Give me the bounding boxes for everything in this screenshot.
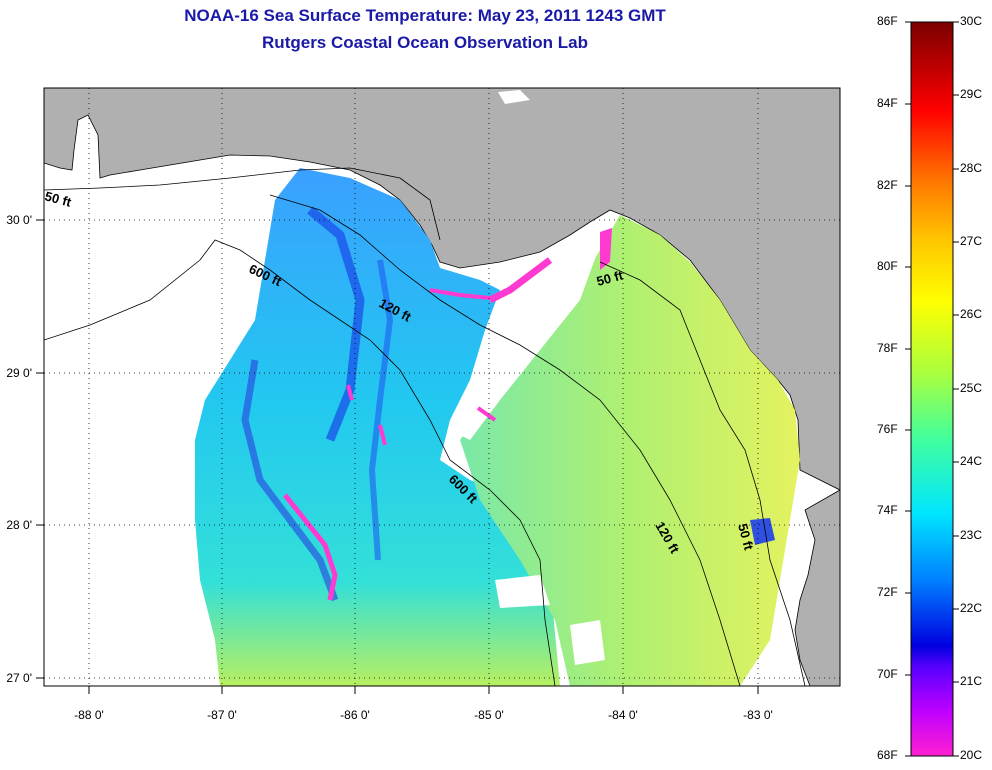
colorbar-label-c: 30C xyxy=(960,14,983,28)
cool-streak xyxy=(241,359,339,602)
warm-anomaly xyxy=(283,493,338,601)
colorbar-label-c: 29C xyxy=(960,87,983,101)
no-data-wedge xyxy=(450,245,600,440)
colorbar-label-c: 24C xyxy=(960,454,983,468)
colorbar-label-f: 74F xyxy=(877,503,898,517)
colorbar-ticks xyxy=(905,21,959,757)
colorbar-label-f: 86F xyxy=(877,14,898,28)
map-subtitle: Rutgers Coastal Ocean Observation Lab xyxy=(262,33,588,52)
warm-anomaly xyxy=(346,384,354,401)
warm-anomaly xyxy=(378,424,387,446)
colorbar-label-f: 82F xyxy=(877,178,898,192)
lon-tick-label: -84 0' xyxy=(608,708,638,722)
lon-tick-label: -86 0' xyxy=(340,708,370,722)
warm-anomaly xyxy=(476,406,497,422)
lon-tick-label: -85 0' xyxy=(474,708,504,722)
map-title: NOAA-16 Sea Surface Temperature: May 23,… xyxy=(184,6,666,25)
colorbar-label-c: 21C xyxy=(960,674,983,688)
warm-anomaly xyxy=(600,228,612,270)
colorbar-label-f: 84F xyxy=(877,96,898,110)
contour-label: 50 ft xyxy=(595,267,625,289)
colorbar-label-f: 80F xyxy=(877,259,898,273)
colorbar-label-c: 28C xyxy=(960,161,983,175)
colorbar-label-f: 76F xyxy=(877,422,898,436)
colorbar-label-c: 20C xyxy=(960,748,983,762)
colorbar-label-f: 70F xyxy=(877,667,898,681)
no-data-patch xyxy=(570,620,605,665)
axis-ticks xyxy=(36,219,759,694)
colorbar-label-c: 27C xyxy=(960,234,983,248)
colorbar-label-f: 78F xyxy=(877,341,898,355)
cool-streak xyxy=(307,206,365,442)
no-data-patch xyxy=(495,575,550,608)
colorbar-label-c: 25C xyxy=(960,381,983,395)
lat-tick-label: 30 0' xyxy=(6,213,32,227)
cool-streak xyxy=(368,259,394,561)
colorbar xyxy=(910,21,954,757)
colorbar-label-c: 23C xyxy=(960,528,983,542)
lat-tick-label: 29 0' xyxy=(6,366,32,380)
colorbar-label-c: 22C xyxy=(960,601,983,615)
colorbar-label-f: 72F xyxy=(877,585,898,599)
isobath-600ft xyxy=(44,239,556,686)
contour-label: 50 ft xyxy=(735,522,757,552)
isobath-50ft xyxy=(44,167,441,241)
colorbar-label-f: 68F xyxy=(877,748,898,762)
map-border xyxy=(43,87,841,687)
isobath-120ft xyxy=(269,194,741,686)
lon-tick-label: -83 0' xyxy=(743,708,773,722)
warm-anomaly xyxy=(429,288,491,300)
lon-tick-label: -87 0' xyxy=(207,708,237,722)
contour-label: 50 ft xyxy=(43,188,73,210)
lat-tick-label: 28 0' xyxy=(6,518,32,532)
lon-tick-label: -88 0' xyxy=(74,708,104,722)
warm-anomaly xyxy=(488,257,553,304)
cool-streak xyxy=(750,518,775,545)
colorbar-label-c: 26C xyxy=(960,307,983,321)
isobath-50ft-east xyxy=(599,261,806,686)
inland-lake xyxy=(498,90,530,104)
lat-tick-label: 27 0' xyxy=(6,671,32,685)
